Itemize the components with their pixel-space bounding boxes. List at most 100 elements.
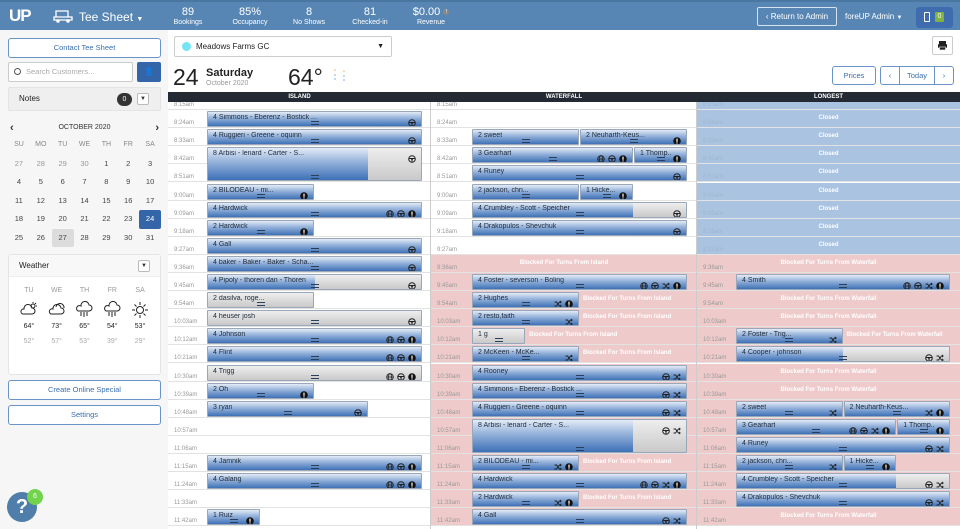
alert-icon[interactable]	[300, 187, 308, 199]
booking[interactable]: 3 Gearhart	[472, 147, 633, 164]
cart-icon[interactable]	[408, 313, 416, 326]
drag-handle[interactable]	[310, 374, 319, 379]
tee-time-row[interactable]: 10:39am	[168, 382, 431, 400]
booking[interactable]: 2 Hughes	[472, 292, 579, 309]
calendar-day[interactable]: 10	[145, 177, 155, 186]
booking[interactable]: 2 McKeen - McKe...	[472, 346, 579, 363]
shuffle-icon[interactable]	[673, 368, 681, 380]
calendar-day[interactable]: 30	[124, 232, 133, 242]
booking[interactable]: 4 Crumbley - Scott - Speicher	[736, 473, 950, 490]
cart-icon[interactable]	[662, 368, 670, 380]
drag-handle[interactable]	[521, 501, 530, 506]
drag-handle[interactable]	[785, 338, 794, 343]
notes-dropdown-button[interactable]: ▼	[137, 93, 149, 105]
tee-time-row[interactable]: 10:30am Blocked For Turns From Waterfall	[697, 363, 960, 382]
tee-time-row[interactable]: 9:09am	[431, 201, 697, 219]
booking[interactable]: 4 Hardwick	[207, 201, 422, 218]
tee-time-row[interactable]: 11:42am	[168, 508, 431, 527]
calendar-day[interactable]: 27	[14, 158, 24, 168]
alert-icon[interactable]	[408, 205, 416, 217]
calendar-day[interactable]: 16	[124, 195, 133, 205]
alert-icon[interactable]	[300, 386, 308, 398]
drag-handle[interactable]	[839, 356, 847, 361]
tee-time-row[interactable]: 8:24am Closed	[697, 110, 960, 129]
calendar-day[interactable]: 5	[38, 177, 43, 186]
booking[interactable]: 2 Hardwick	[472, 491, 579, 508]
booking[interactable]: 4 Hardwick	[472, 473, 687, 490]
next-day-button[interactable]: ›	[942, 71, 946, 80]
tee-time-row[interactable]: 10:03am Blocked For Turns From Waterfall	[697, 309, 960, 328]
drag-handle[interactable]	[812, 428, 821, 433]
calendar-day[interactable]: 18	[14, 214, 24, 223]
globe-icon[interactable]	[597, 150, 605, 163]
tee-time-row[interactable]: 8:33am	[168, 128, 431, 147]
calendar-day[interactable]: 23	[124, 214, 133, 223]
drag-handle[interactable]	[256, 392, 265, 397]
alert-icon[interactable]	[619, 150, 627, 163]
shuffle-icon[interactable]	[554, 494, 562, 507]
cart-icon[interactable]	[673, 223, 681, 235]
booking[interactable]: 4 Drakopulos - Shevchuk	[472, 219, 687, 236]
cart-icon[interactable]	[925, 440, 933, 452]
booking[interactable]: 4 Crumbley - Scott - Speicher	[472, 201, 687, 218]
globe-icon[interactable]	[640, 277, 648, 290]
shuffle-icon[interactable]	[925, 277, 933, 290]
booking[interactable]: 4 heuser josh	[207, 310, 422, 327]
calendar-day[interactable]: 14	[80, 195, 89, 205]
booking[interactable]: 4 Runey	[472, 165, 687, 182]
booking[interactable]: 4 Simmons - Eberenz - Bostick ...	[207, 111, 422, 128]
tee-time-row[interactable]: 8:33am Closed	[697, 128, 960, 147]
calendar-day[interactable]: 29	[102, 232, 111, 242]
drag-handle[interactable]	[256, 193, 265, 198]
calendar-day[interactable]: 28	[80, 232, 89, 242]
calendar-day[interactable]: 24	[139, 210, 162, 229]
cart-icon[interactable]	[860, 422, 869, 434]
shuffle-icon[interactable]	[673, 422, 681, 440]
drag-handle[interactable]	[892, 410, 901, 415]
drag-handle[interactable]	[919, 428, 928, 433]
calendar-day[interactable]: 25	[14, 232, 24, 242]
booking[interactable]: 4 Pipoly - thoren dan - Thoren	[207, 274, 422, 291]
tee-time-row[interactable]: 8:42am Closed	[697, 146, 960, 165]
booking[interactable]: 1 Hicke...	[580, 183, 633, 200]
cart-icon[interactable]	[397, 349, 405, 362]
cart-icon[interactable]	[662, 404, 670, 416]
alert-icon[interactable]	[408, 331, 416, 344]
booking[interactable]: 8 Arbisi - lenard - Carter - S...	[207, 147, 422, 182]
drag-handle[interactable]	[310, 247, 319, 252]
drag-handle[interactable]	[785, 410, 794, 415]
tee-time-row[interactable]: 9:27am	[168, 237, 431, 255]
tee-time-row[interactable]: 11:15am	[168, 454, 431, 473]
cart-icon[interactable]	[397, 368, 405, 380]
cart-icon[interactable]	[408, 114, 416, 127]
tee-time-row[interactable]: 9:00am	[168, 183, 431, 201]
cart-icon[interactable]	[397, 205, 405, 217]
tee-time-row[interactable]: 8:51am	[168, 164, 431, 183]
shuffle-icon[interactable]	[871, 422, 880, 434]
cart-icon[interactable]	[408, 259, 416, 271]
tee-time-row[interactable]: 8:51am Closed	[697, 164, 960, 183]
prices-button[interactable]: Prices	[832, 66, 876, 85]
tee-time-row[interactable]: 11:42am Blocked For Turns From Waterfall	[697, 508, 960, 527]
cart-icon[interactable]	[662, 512, 670, 525]
alert-icon[interactable]	[882, 458, 891, 471]
drag-handle[interactable]	[521, 193, 530, 198]
booking[interactable]: 1 g	[472, 328, 525, 345]
alert-icon[interactable]	[565, 295, 573, 308]
tee-time-row[interactable]: 10:12am	[168, 327, 431, 346]
shuffle-icon[interactable]	[554, 295, 562, 308]
calendar-day[interactable]: 11	[15, 195, 23, 205]
weather-dropdown-button[interactable]: ▼	[138, 260, 150, 272]
booking[interactable]: 2 Hardwick	[207, 219, 314, 236]
tee-time-row[interactable]: 9:00am	[431, 183, 697, 201]
shuffle-icon[interactable]	[673, 512, 681, 525]
drag-handle[interactable]	[310, 483, 319, 488]
cart-icon[interactable]	[408, 277, 416, 290]
drag-handle[interactable]	[310, 139, 319, 144]
booking[interactable]: 1 Ruiz	[207, 509, 260, 526]
drag-handle[interactable]	[521, 465, 530, 470]
drag-handle[interactable]	[310, 265, 319, 270]
tee-time-row[interactable]: 8:51am	[431, 164, 697, 183]
booking[interactable]: 2 Neuharth-Keus...	[843, 400, 950, 417]
course-select[interactable]: Meadows Farms GC ▼	[174, 36, 392, 57]
